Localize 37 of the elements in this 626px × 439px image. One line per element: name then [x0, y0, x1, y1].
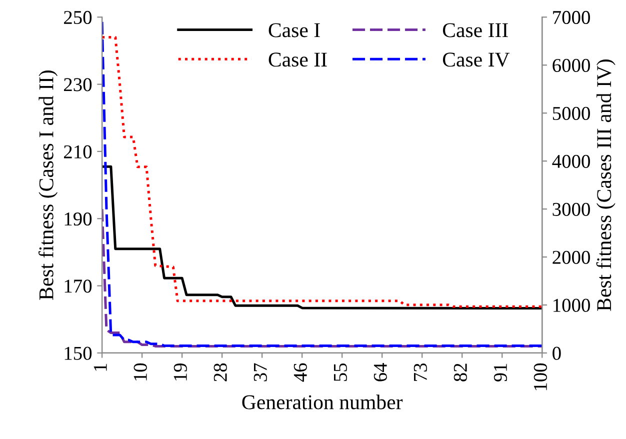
x-tick-label: 91 — [494, 364, 507, 382]
y2-tick-label: 1000 — [554, 298, 590, 312]
line-series — [102, 20, 542, 348]
y2-tick-label: 7000 — [553, 10, 590, 24]
line-series — [102, 36, 542, 308]
x-tick-label: 100 — [534, 363, 547, 390]
y2-tick-label: 5000 — [552, 106, 590, 120]
x-axis-title: Generation number — [242, 394, 403, 410]
legend-label: Case II — [268, 52, 327, 67]
x-tick-label: 10 — [134, 363, 147, 380]
y-tick-label: 190 — [64, 212, 92, 226]
y-tick-label: 250 — [64, 10, 92, 24]
y2-tick-label: 6000 — [552, 58, 590, 72]
x-tick-label: 19 — [174, 363, 187, 380]
x-tick-label: 28 — [214, 363, 227, 382]
x-tick-label: 1 — [94, 364, 107, 371]
y-tick-label: 210 — [64, 145, 92, 158]
legend-label: Case I — [268, 23, 320, 38]
x-tick-label: 82 — [454, 364, 467, 382]
line-series — [102, 208, 542, 348]
y2-tick-label: 4000 — [552, 154, 590, 168]
y2-tick-label: 3000 — [552, 202, 590, 216]
y2-axis-title: Best fitness (Cases III and IV) — [596, 60, 616, 311]
x-tick-label: 73 — [414, 363, 427, 381]
y2-tick-label: 0 — [552, 346, 561, 360]
y-axis-title: Best fitness (Cases I and II) — [38, 70, 58, 300]
y-tick-label: 150 — [64, 346, 92, 360]
line-series — [102, 165, 542, 310]
x-tick-label: 55 — [334, 363, 347, 381]
y-tick-label: 170 — [64, 280, 92, 293]
legend-label: Case IV — [442, 52, 510, 67]
x-tick-label: 46 — [294, 363, 307, 382]
legend-label: Case III — [442, 23, 508, 38]
y2-tick-label: 2000 — [552, 250, 590, 264]
x-tick-label: 37 — [254, 363, 267, 382]
x-tick-label: 64 — [374, 362, 387, 382]
y-tick-label: 230 — [64, 78, 92, 92]
